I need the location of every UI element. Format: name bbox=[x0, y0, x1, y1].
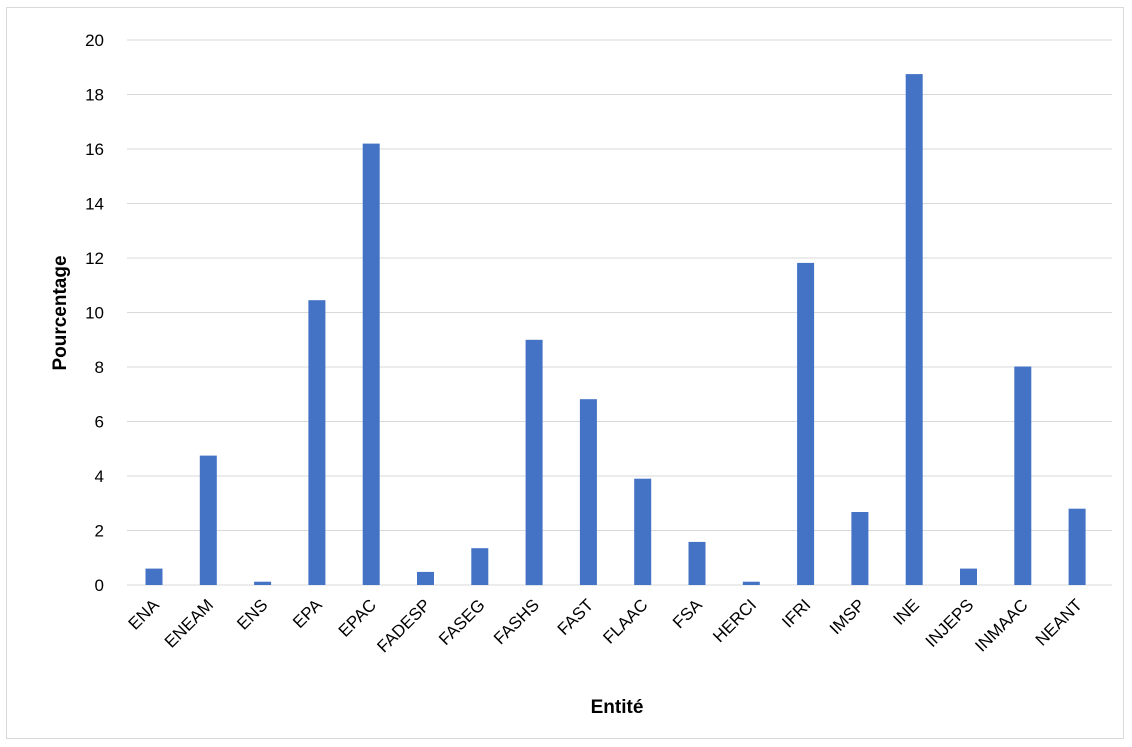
x-tick-label: NEANT bbox=[1032, 595, 1086, 649]
x-tick-label: FAST bbox=[554, 595, 597, 638]
y-tick-label: 16 bbox=[85, 140, 104, 159]
bar-eneam bbox=[199, 455, 217, 585]
x-tick-label: IFRI bbox=[778, 595, 814, 631]
bar-imsp bbox=[851, 512, 869, 585]
y-tick-label: 10 bbox=[85, 304, 104, 323]
x-tick-label: EPA bbox=[289, 595, 326, 632]
y-tick-label: 14 bbox=[85, 195, 104, 214]
y-tick-label: 8 bbox=[95, 358, 104, 377]
bar-injeps bbox=[960, 568, 977, 585]
x-tick-label: FLAAC bbox=[599, 595, 651, 647]
gridlines bbox=[127, 39, 1112, 586]
x-tick-label: ENEAM bbox=[161, 595, 217, 651]
bar-neant bbox=[1068, 508, 1086, 585]
bar-flaac bbox=[634, 478, 652, 585]
x-tick-label: FADESP bbox=[373, 595, 434, 656]
y-tick-label: 20 bbox=[85, 31, 104, 50]
y-tick-label: 18 bbox=[85, 86, 104, 105]
bar-epa bbox=[308, 300, 326, 585]
y-axis-title: Pourcentage bbox=[50, 255, 71, 370]
bar-ens bbox=[254, 581, 272, 585]
bar-fast bbox=[579, 399, 597, 585]
x-tick-label: FSA bbox=[669, 595, 706, 632]
bar-herci bbox=[742, 581, 760, 585]
y-tick-label: 0 bbox=[95, 576, 104, 595]
y-tick-label: 2 bbox=[95, 522, 104, 541]
x-tick-label: INJEPS bbox=[922, 595, 978, 651]
x-tick-label: EPAC bbox=[335, 595, 380, 640]
bar-fsa bbox=[688, 541, 706, 585]
bar-faseg bbox=[471, 548, 489, 585]
x-tick-label: INE bbox=[890, 595, 923, 628]
bar-ena bbox=[145, 568, 163, 585]
x-tick-label: HERCI bbox=[709, 595, 760, 646]
bar-inmaac bbox=[1014, 366, 1032, 585]
x-tick-label: FASEG bbox=[435, 595, 489, 649]
bar-fashs bbox=[525, 339, 543, 586]
y-tick-labels: 0 2 4 6 8 10 12 14 16 18 20 bbox=[85, 31, 104, 595]
chart-frame bbox=[6, 7, 1124, 739]
bars bbox=[145, 74, 1086, 586]
x-tick-label: ENS bbox=[233, 595, 271, 633]
bar-ifri bbox=[797, 262, 815, 585]
bar-epac bbox=[362, 143, 380, 585]
y-tick-label: 4 bbox=[95, 467, 104, 486]
y-tick-label: 12 bbox=[85, 249, 104, 268]
x-axis-title: Entité bbox=[591, 697, 644, 718]
x-tick-label: INMAAC bbox=[971, 595, 1031, 655]
x-tick-label: FASHS bbox=[490, 595, 543, 648]
y-tick-label: 6 bbox=[95, 413, 104, 432]
bar-fadesp bbox=[417, 571, 434, 585]
x-tick-label: ENA bbox=[125, 595, 164, 634]
x-tick-label: IMSP bbox=[826, 595, 869, 638]
bar-ine bbox=[905, 74, 923, 585]
